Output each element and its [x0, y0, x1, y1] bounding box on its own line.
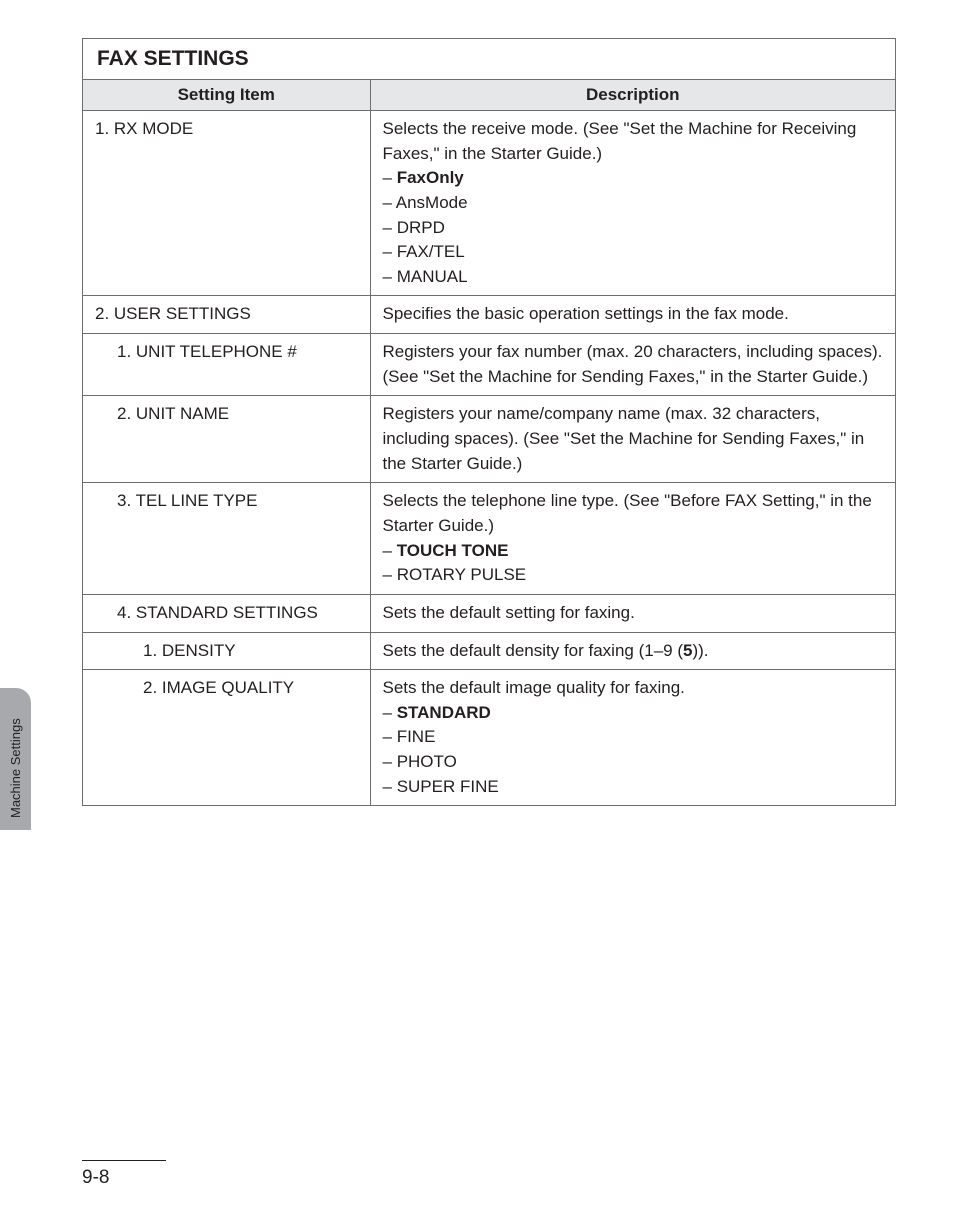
table-header-desc: Description [370, 80, 895, 111]
setting-item: 4. STANDARD SETTINGS [83, 594, 370, 632]
option-list: FaxOnlyAnsModeDRPDFAX/TELMANUAL [383, 166, 884, 289]
table-row: 2. IMAGE QUALITYSets the default image q… [83, 670, 895, 806]
side-tab: Machine Settings [0, 688, 31, 830]
footer: 9-8 [82, 1160, 166, 1189]
option-item: DRPD [383, 216, 884, 241]
table-row: 2. USER SETTINGSSpecifies the basic oper… [83, 296, 895, 334]
setting-description: Selects the telephone line type. (See "B… [370, 483, 895, 595]
option-item: ROTARY PULSE [383, 563, 884, 588]
setting-description: Specifies the basic operation settings i… [370, 296, 895, 334]
table-row: 3. TEL LINE TYPESelects the telephone li… [83, 483, 895, 595]
table-row: 4. STANDARD SETTINGSSets the default set… [83, 594, 895, 632]
setting-description: Sets the default image quality for faxin… [370, 670, 895, 806]
table-row: 1. UNIT TELEPHONE #Registers your fax nu… [83, 334, 895, 396]
setting-description: Registers your fax number (max. 20 chara… [370, 334, 895, 396]
option-item: SUPER FINE [383, 775, 884, 800]
option-item: TOUCH TONE [383, 539, 884, 564]
setting-item: 3. TEL LINE TYPE [83, 483, 370, 595]
setting-description: Registers your name/company name (max. 3… [370, 396, 895, 483]
option-list: STANDARDFINEPHOTOSUPER FINE [383, 701, 884, 800]
option-list: TOUCH TONEROTARY PULSE [383, 539, 884, 588]
table-row: 1. RX MODESelects the receive mode. (See… [83, 111, 895, 296]
setting-item: 2. IMAGE QUALITY [83, 670, 370, 806]
section-title: FAX SETTINGS [83, 39, 895, 80]
option-item: PHOTO [383, 750, 884, 775]
page-number: 9-8 [82, 1167, 109, 1188]
setting-description: Selects the receive mode. (See "Set the … [370, 111, 895, 296]
side-tab-label: Machine Settings [0, 688, 31, 830]
setting-item: 2. USER SETTINGS [83, 296, 370, 334]
settings-section: FAX SETTINGS Setting Item Description 1.… [82, 38, 896, 806]
setting-item: 1. UNIT TELEPHONE # [83, 334, 370, 396]
option-item: AnsMode [383, 191, 884, 216]
setting-item: 2. UNIT NAME [83, 396, 370, 483]
option-item: FaxOnly [383, 166, 884, 191]
footer-rule [82, 1160, 166, 1161]
option-item: FAX/TEL [383, 240, 884, 265]
table-row: 2. UNIT NAMERegisters your name/company … [83, 396, 895, 483]
option-item: STANDARD [383, 701, 884, 726]
setting-item: 1. RX MODE [83, 111, 370, 296]
settings-table: Setting Item Description 1. RX MODESelec… [83, 80, 895, 805]
setting-item: 1. DENSITY [83, 632, 370, 670]
option-item: FINE [383, 725, 884, 750]
setting-description: Sets the default setting for faxing. [370, 594, 895, 632]
table-row: 1. DENSITYSets the default density for f… [83, 632, 895, 670]
table-header-item: Setting Item [83, 80, 370, 111]
setting-description: Sets the default density for faxing (1–9… [370, 632, 895, 670]
option-item: MANUAL [383, 265, 884, 290]
